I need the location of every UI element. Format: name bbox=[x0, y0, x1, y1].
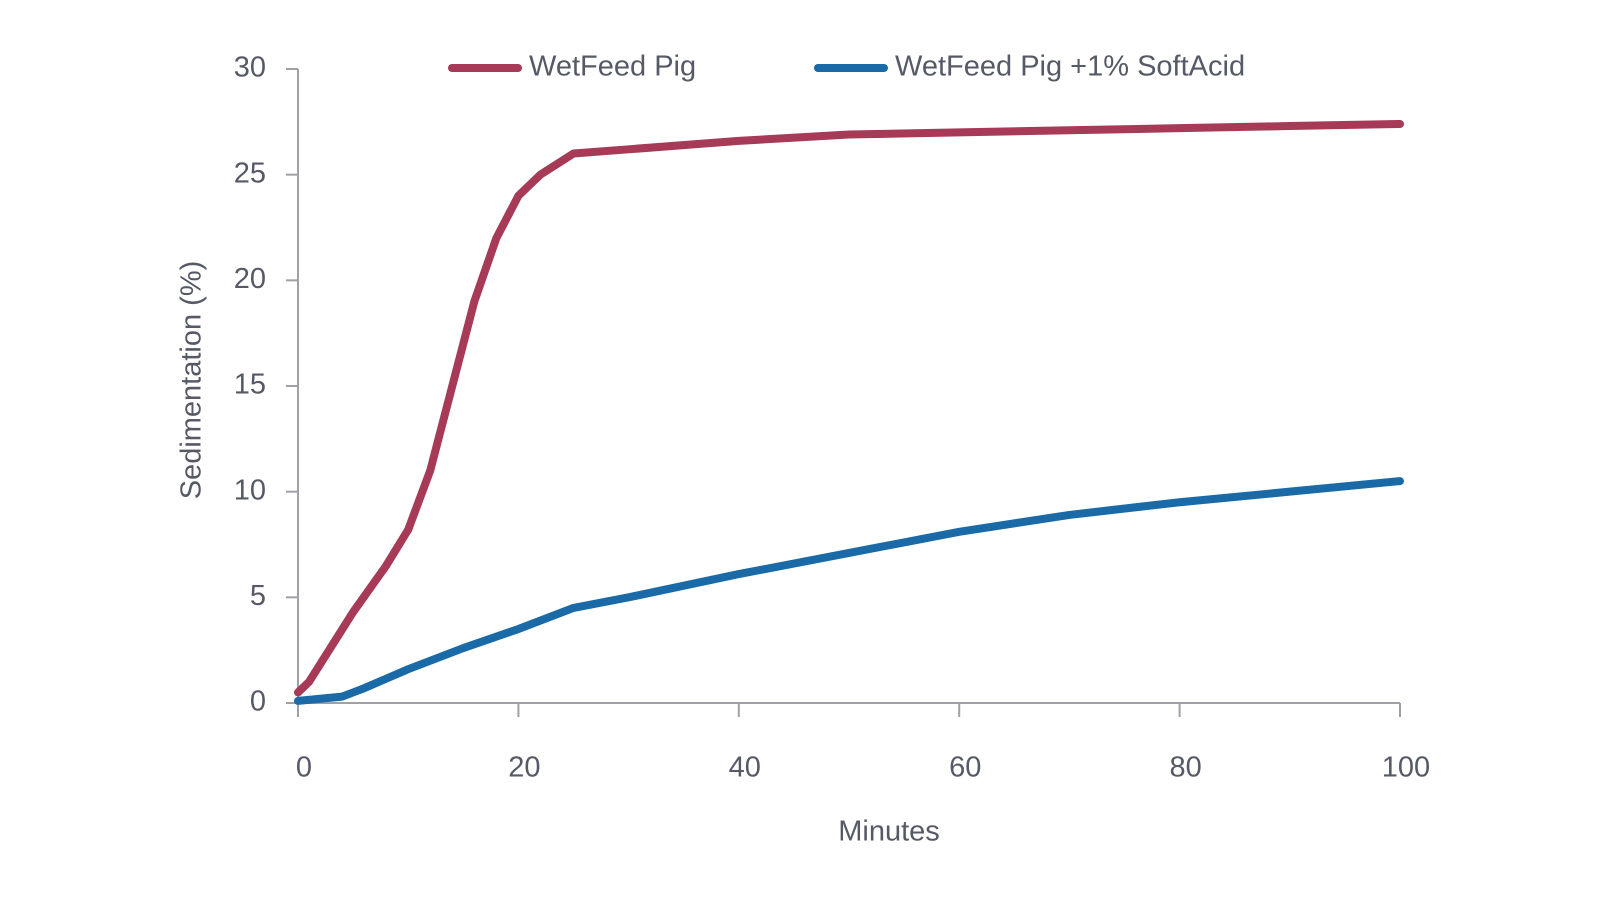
line-series bbox=[294, 119, 1404, 697]
y-tick-label: 30 bbox=[234, 52, 266, 84]
x-tick-label: 100 bbox=[1382, 752, 1430, 784]
legend-label: WetFeed Pig bbox=[529, 51, 696, 83]
legend-label: WetFeed Pig +1% SoftAcid bbox=[895, 51, 1245, 83]
x-tick-label: 20 bbox=[508, 752, 540, 784]
line-series bbox=[294, 477, 1404, 705]
y-tick-label: 25 bbox=[234, 157, 266, 189]
y-tick-label: 10 bbox=[234, 474, 266, 506]
x-axis-label: Minutes bbox=[838, 816, 940, 848]
x-tick-label: 0 bbox=[296, 752, 312, 784]
y-tick-label: 15 bbox=[234, 369, 266, 401]
y-axis-label: Sedimentation (%) bbox=[176, 261, 208, 500]
y-tick-label: 0 bbox=[250, 686, 266, 718]
y-tick-label: 20 bbox=[234, 263, 266, 295]
x-tick-label: 80 bbox=[1169, 752, 1201, 784]
y-tick-label: 5 bbox=[250, 580, 266, 612]
x-tick-label: 40 bbox=[729, 752, 761, 784]
x-tick-label: 60 bbox=[949, 752, 981, 784]
